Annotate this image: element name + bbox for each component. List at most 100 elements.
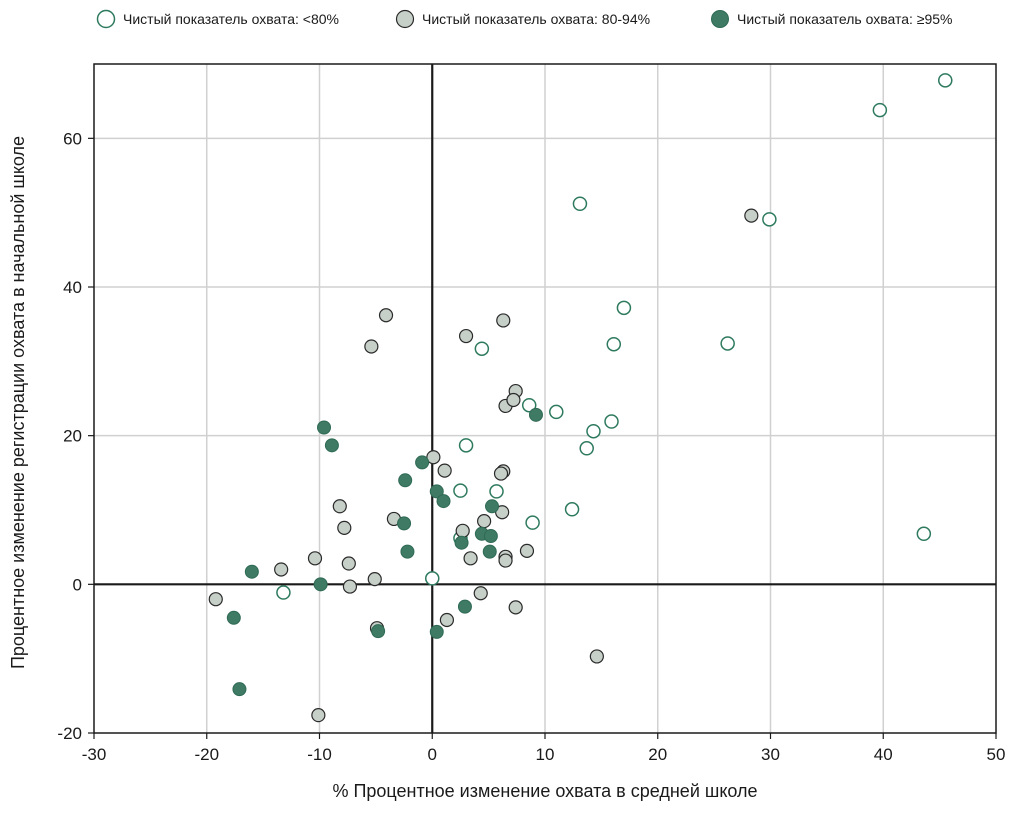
x-tick-label: 30 bbox=[761, 745, 780, 764]
point-low-coverage bbox=[586, 423, 601, 439]
data-points bbox=[208, 73, 953, 723]
point-low-coverage bbox=[606, 336, 622, 352]
point-high-coverage bbox=[429, 484, 444, 499]
point-mid-coverage bbox=[341, 556, 356, 571]
legend-label: Чистый показатель охвата: <80% bbox=[123, 11, 339, 27]
point-low-coverage bbox=[489, 484, 504, 499]
x-tick-label: -30 bbox=[82, 745, 107, 764]
point-low-coverage bbox=[938, 73, 953, 88]
x-tick-label: 10 bbox=[536, 745, 555, 764]
point-high-coverage bbox=[454, 535, 469, 550]
point-high-coverage bbox=[528, 407, 543, 422]
point-mid-coverage bbox=[337, 520, 352, 535]
point-mid-coverage bbox=[508, 600, 523, 615]
point-low-coverage bbox=[549, 404, 564, 420]
point-low-coverage bbox=[276, 585, 291, 600]
x-tick-label: 40 bbox=[874, 745, 893, 764]
point-mid-coverage bbox=[589, 649, 604, 664]
point-mid-coverage bbox=[496, 313, 511, 328]
legend-marker bbox=[96, 9, 116, 29]
y-tick-label: -20 bbox=[57, 724, 82, 743]
point-high-coverage bbox=[483, 529, 498, 544]
point-mid-coverage bbox=[367, 572, 382, 587]
point-low-coverage bbox=[474, 341, 490, 356]
point-mid-coverage bbox=[439, 612, 455, 628]
zero-lines bbox=[94, 64, 996, 733]
point-high-coverage bbox=[371, 624, 386, 639]
point-high-coverage bbox=[232, 682, 247, 697]
legend: Чистый показатель охвата: <80% Чистый пок… bbox=[96, 9, 953, 29]
point-mid-coverage bbox=[307, 551, 323, 566]
x-tick-label: 0 bbox=[428, 745, 437, 764]
point-low-coverage bbox=[762, 212, 777, 227]
point-high-coverage bbox=[324, 438, 339, 453]
point-mid-coverage bbox=[342, 579, 358, 594]
point-high-coverage bbox=[457, 599, 472, 614]
point-low-coverage bbox=[572, 196, 588, 211]
point-mid-coverage bbox=[274, 562, 289, 577]
y-tick-label: 20 bbox=[63, 427, 82, 446]
point-low-coverage bbox=[916, 526, 932, 542]
point-mid-coverage bbox=[426, 450, 441, 465]
x-tick-label: 20 bbox=[648, 745, 667, 764]
point-high-coverage bbox=[485, 499, 500, 514]
point-high-coverage bbox=[398, 473, 413, 488]
point-low-coverage bbox=[872, 102, 888, 118]
point-high-coverage bbox=[397, 516, 412, 531]
y-axis-title: Процентное изменение регистрации охвата … bbox=[8, 136, 28, 669]
point-low-coverage bbox=[458, 438, 474, 453]
x-tick-label: -20 bbox=[194, 745, 219, 764]
point-low-coverage bbox=[604, 414, 619, 429]
point-low-coverage bbox=[453, 483, 468, 498]
point-mid-coverage bbox=[458, 328, 474, 344]
point-mid-coverage bbox=[473, 586, 488, 601]
point-high-coverage bbox=[313, 577, 328, 592]
point-high-coverage bbox=[482, 544, 497, 559]
x-axis-title: % Процентное изменение охвата в средней … bbox=[332, 781, 757, 801]
y-tick-label: 40 bbox=[63, 278, 82, 297]
point-high-coverage bbox=[226, 610, 241, 625]
grid bbox=[94, 64, 996, 733]
series-2 bbox=[208, 208, 759, 723]
point-mid-coverage bbox=[364, 339, 379, 354]
point-low-coverage bbox=[525, 515, 540, 530]
point-mid-coverage bbox=[332, 499, 347, 514]
legend-label: Чистый показатель охвата: 80-94% bbox=[422, 11, 650, 27]
point-low-coverage bbox=[521, 397, 537, 413]
legend-marker bbox=[395, 9, 415, 29]
series-3 bbox=[226, 407, 543, 697]
point-mid-coverage bbox=[744, 208, 759, 223]
point-low-coverage bbox=[579, 441, 594, 456]
point-mid-coverage bbox=[498, 553, 513, 568]
point-high-coverage bbox=[415, 455, 430, 470]
point-mid-coverage bbox=[378, 308, 394, 323]
legend-label: Чистый показатель охвата: ≥95% bbox=[737, 11, 953, 27]
point-mid-coverage bbox=[208, 592, 223, 607]
point-low-coverage bbox=[720, 336, 735, 351]
point-high-coverage bbox=[317, 420, 332, 435]
y-tick-label: 60 bbox=[63, 129, 82, 148]
point-high-coverage bbox=[244, 564, 259, 579]
point-mid-coverage bbox=[519, 543, 535, 558]
point-mid-coverage bbox=[463, 551, 478, 566]
x-tick-label: 50 bbox=[987, 745, 1006, 764]
point-low-coverage bbox=[425, 571, 440, 586]
point-high-coverage bbox=[400, 544, 415, 559]
legend-marker bbox=[711, 10, 729, 28]
point-low-coverage bbox=[564, 502, 580, 517]
point-high-coverage bbox=[429, 624, 444, 639]
y-tick-label: 0 bbox=[73, 575, 82, 594]
point-mid-coverage bbox=[455, 523, 470, 538]
point-mid-coverage bbox=[437, 463, 452, 478]
point-mid-coverage bbox=[493, 466, 509, 481]
series-1 bbox=[276, 73, 953, 600]
x-tick-label: -10 bbox=[307, 745, 332, 764]
point-mid-coverage bbox=[506, 392, 521, 408]
point-mid-coverage bbox=[311, 708, 326, 723]
point-mid-coverage bbox=[477, 514, 492, 529]
point-low-coverage bbox=[616, 300, 632, 316]
point-high-coverage bbox=[436, 494, 451, 509]
